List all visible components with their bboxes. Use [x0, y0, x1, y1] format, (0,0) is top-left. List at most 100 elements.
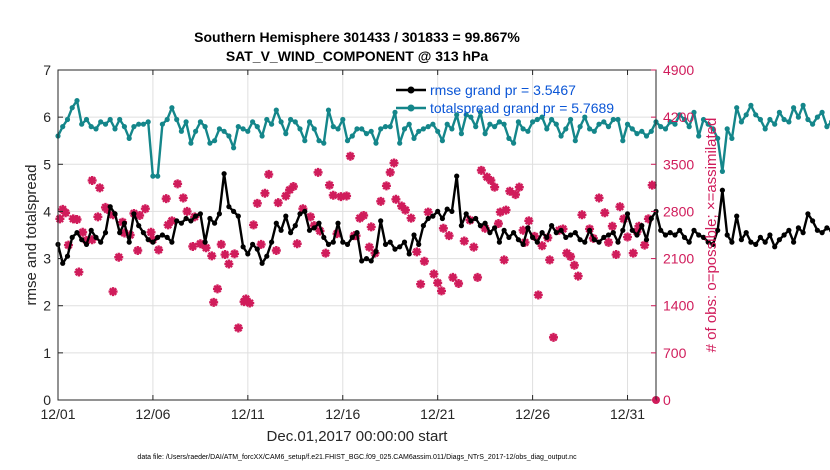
- totalspread-point: [321, 140, 327, 146]
- assimilated-point: [524, 216, 534, 226]
- rmse-point: [724, 232, 730, 238]
- totalspread-point: [696, 133, 702, 139]
- rmse-point: [601, 234, 607, 240]
- totalspread-point: [762, 126, 768, 132]
- rmse-point: [216, 211, 222, 217]
- assimilated-point: [114, 252, 124, 262]
- assimilated-point: [328, 190, 338, 200]
- totalspread-point: [392, 109, 398, 115]
- y-tick-label: 4: [43, 203, 51, 219]
- assimilated-point: [604, 237, 614, 247]
- totalspread-point: [672, 121, 678, 127]
- assimilated-point: [292, 239, 302, 249]
- rmse-point: [325, 241, 332, 247]
- totalspread-point: [534, 116, 540, 123]
- totalspread-point: [510, 140, 517, 146]
- totalspread-point: [454, 112, 460, 118]
- assimilated-point: [359, 210, 369, 220]
- assimilated-point: [511, 190, 521, 200]
- assimilated-point: [643, 214, 653, 224]
- rmse-point: [340, 239, 346, 245]
- rmse-point: [117, 230, 123, 236]
- rmse-point: [473, 215, 479, 222]
- rmse-point: [64, 253, 71, 259]
- totalspread-point: [715, 135, 721, 141]
- totalspread-point: [710, 126, 716, 132]
- totalspread-point: [805, 116, 811, 123]
- totalspread-point: [254, 124, 260, 130]
- rmse-point: [392, 246, 398, 252]
- assimilated-point: [256, 239, 266, 249]
- totalspread-point: [269, 121, 275, 127]
- totalspread-point: [544, 126, 550, 132]
- totalspread-point: [691, 109, 697, 115]
- assimilated-point: [490, 182, 500, 192]
- totalspread-point: [188, 140, 194, 146]
- totalspread-point: [468, 114, 474, 120]
- totalspread-point: [492, 124, 498, 130]
- totalspread-point: [615, 116, 621, 123]
- rmse-point: [795, 225, 802, 231]
- totalspread-point: [288, 116, 294, 123]
- rmse-point: [634, 232, 640, 238]
- totalspread-point: [430, 121, 436, 127]
- rmse-point: [572, 230, 578, 236]
- rmse-point: [302, 208, 308, 214]
- rmse-point: [672, 232, 678, 238]
- totalspread-point: [406, 121, 412, 127]
- assimilated-point: [78, 227, 88, 237]
- rmse-point: [658, 227, 664, 233]
- assimilated-point: [321, 248, 331, 258]
- rmse-point: [102, 230, 109, 236]
- rmse-point: [558, 227, 564, 233]
- totalspread-point: [302, 138, 308, 144]
- totalspread-point: [681, 116, 688, 123]
- rmse-point: [250, 241, 256, 247]
- totalspread-point: [283, 131, 289, 137]
- totalspread-point: [88, 124, 94, 130]
- assimilated-point: [473, 272, 483, 282]
- rmse-point: [534, 239, 540, 245]
- rmse-point: [520, 241, 526, 247]
- assimilated-point: [634, 221, 644, 231]
- rmse-point: [93, 234, 99, 240]
- totalspread-point: [748, 102, 754, 108]
- assimilated-point: [520, 237, 530, 247]
- assimilated-point: [499, 255, 509, 265]
- totalspread-point: [781, 116, 787, 123]
- series-assimilated-obs: [55, 151, 657, 342]
- y-tick-label: 3: [43, 251, 51, 267]
- assimilated-point: [611, 250, 621, 260]
- assimilated-point: [419, 256, 429, 266]
- assimilated-point: [298, 204, 308, 214]
- totalspread-point: [397, 140, 403, 146]
- y-tick-label: 6: [43, 109, 51, 125]
- totalspread-point: [212, 138, 218, 144]
- totalspread-point: [662, 126, 669, 132]
- rmse-point: [492, 225, 498, 231]
- totalspread-point: [325, 107, 332, 113]
- rmse-point: [269, 239, 275, 245]
- rmse-point: [155, 234, 161, 240]
- rmse-point: [202, 239, 208, 245]
- totalspread-point: [719, 168, 726, 174]
- totalspread-point: [501, 121, 507, 127]
- rmse-point: [212, 220, 218, 226]
- rmse-point: [382, 241, 389, 247]
- rmse-point: [596, 239, 602, 245]
- totalspread-point: [306, 119, 313, 125]
- assimilated-point: [119, 228, 129, 238]
- assimilated-point: [623, 232, 633, 242]
- assimilated-point: [61, 208, 71, 218]
- totalspread-point: [477, 109, 483, 115]
- y-tick-label-right: 4200: [663, 109, 694, 125]
- assimilated-point: [423, 207, 433, 217]
- assimilated-point: [495, 207, 505, 217]
- y-tick-labels-right: 0 700 1400 2100 2800 3500 4200 4900: [663, 62, 694, 408]
- rmse-point: [368, 258, 374, 264]
- assimilated-point: [313, 167, 323, 177]
- totalspread-point: [107, 116, 113, 123]
- assimilated-point: [505, 186, 515, 196]
- totalspread-point: [506, 135, 512, 141]
- totalspread-point: [131, 124, 137, 130]
